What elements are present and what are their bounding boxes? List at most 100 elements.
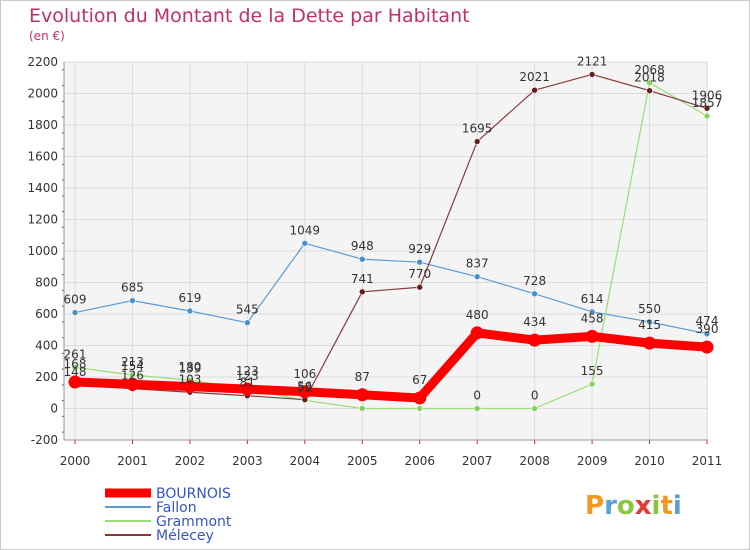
- legend-label-grammont: Grammont: [156, 514, 232, 530]
- data-point-grammont: [531, 405, 538, 412]
- logo-letter: o: [616, 491, 635, 521]
- data-label-fallon: 948: [351, 239, 374, 253]
- data-point-bournois: [68, 375, 82, 389]
- data-point-fallon: [473, 273, 481, 280]
- data-label-bournois: 67: [412, 373, 427, 387]
- data-label-fallon: 614: [581, 292, 604, 306]
- data-label-bournois: 168: [64, 357, 87, 371]
- data-label-mélecey: 103: [178, 372, 201, 386]
- data-point-fallon: [186, 307, 194, 315]
- chart-subtitle: (en €): [29, 29, 65, 43]
- data-point-grammont: [703, 112, 711, 120]
- y-tick-label: -200: [31, 433, 58, 447]
- data-point-grammont: [588, 380, 596, 388]
- logo-letter: r: [604, 491, 617, 521]
- data-label-grammont: 0: [531, 389, 539, 403]
- y-tick-label: 0: [50, 402, 58, 416]
- data-label-grammont: 2068: [634, 63, 665, 77]
- x-tick-label: 2004: [290, 454, 321, 468]
- x-tick-label: 2006: [404, 454, 435, 468]
- x-tick-label: 2003: [232, 454, 263, 468]
- logo-letter: i: [672, 491, 682, 521]
- data-label-mélecey: 2121: [577, 54, 608, 68]
- x-tick-label: 2007: [462, 454, 493, 468]
- data-point-fallon: [646, 318, 653, 326]
- data-label-mélecey: 741: [351, 272, 374, 286]
- data-label-fallon: 929: [408, 242, 431, 256]
- x-tick-label: 2002: [175, 454, 206, 468]
- data-point-grammont: [71, 364, 79, 371]
- legend-label-fallon: Fallon: [156, 500, 197, 516]
- x-tick-label: 2011: [692, 454, 723, 468]
- x-tick-label: 2000: [60, 454, 91, 468]
- data-point-fallon: [244, 319, 251, 326]
- y-tick-label: 200: [35, 370, 58, 384]
- data-label-fallon: 728: [523, 274, 546, 288]
- logo-letter: P: [585, 491, 605, 521]
- logo-letter: x: [634, 491, 652, 521]
- data-label-fallon: 474: [696, 314, 719, 328]
- data-point-fallon: [301, 239, 309, 247]
- data-point-grammont: [416, 405, 424, 412]
- data-point-mélecey: [646, 87, 653, 94]
- data-label-mélecey: 770: [408, 267, 431, 281]
- data-point-fallon: [358, 255, 366, 263]
- data-label-mélecey: 56: [297, 380, 312, 394]
- data-label-mélecey: 148: [64, 365, 87, 379]
- y-tick-label: 1400: [27, 181, 58, 195]
- data-label-bournois: 87: [355, 370, 370, 384]
- data-point-grammont: [358, 405, 366, 412]
- data-label-bournois: 390: [696, 322, 719, 336]
- data-label-grammont: 123: [236, 369, 259, 383]
- proxiti-logo: Proxiti: [585, 491, 682, 521]
- x-tick-label: 2008: [519, 454, 550, 468]
- data-point-bournois: [700, 340, 714, 354]
- data-point-fallon: [703, 330, 711, 338]
- data-point-mélecey: [416, 283, 424, 291]
- data-point-bournois: [240, 382, 254, 396]
- data-label-fallon: 550: [638, 302, 661, 316]
- data-label-mélecey: 126: [121, 369, 144, 383]
- data-point-fallon: [588, 308, 596, 316]
- data-label-grammont: 155: [581, 364, 604, 378]
- y-tick-label: 1600: [27, 150, 58, 164]
- x-tick-label: 2001: [117, 454, 148, 468]
- data-label-grammont: 213: [121, 355, 144, 369]
- data-point-mélecey: [473, 138, 481, 145]
- y-tick-label: 600: [35, 307, 58, 321]
- data-label-bournois: 123: [236, 364, 259, 378]
- data-label-mélecey: 81: [240, 376, 255, 390]
- data-label-fallon: 685: [121, 281, 144, 295]
- data-point-bournois: [585, 329, 599, 343]
- data-label-bournois: 415: [638, 318, 661, 332]
- logo-letter: t: [660, 491, 673, 521]
- data-point-mélecey: [588, 71, 596, 78]
- data-point-bournois: [470, 326, 484, 340]
- data-label-fallon: 837: [466, 257, 489, 271]
- data-point-bournois: [183, 380, 197, 394]
- y-tick-label: 2000: [27, 87, 58, 101]
- data-label-mélecey: 2018: [634, 71, 665, 85]
- data-label-mélecey: 2021: [519, 70, 550, 84]
- data-label-grammont: 261: [64, 347, 87, 361]
- data-point-mélecey: [703, 105, 711, 112]
- data-label-bournois: 458: [581, 311, 604, 325]
- data-label-bournois: 480: [466, 308, 489, 322]
- data-label-grammont: 52: [297, 380, 312, 394]
- data-label-grammont: 180: [178, 360, 201, 374]
- data-point-bournois: [125, 377, 139, 391]
- data-label-grammont: 0: [473, 389, 481, 403]
- data-label-bournois: 434: [523, 315, 546, 329]
- data-point-bournois: [643, 336, 657, 350]
- legend-label-bournois: BOURNOIS: [156, 486, 231, 502]
- data-point-grammont: [473, 405, 481, 412]
- data-point-mélecey: [358, 288, 366, 296]
- chart-title: Evolution du Montant de la Dette par Hab…: [29, 5, 470, 27]
- data-point-bournois: [413, 391, 427, 405]
- data-point-bournois: [298, 385, 312, 399]
- data-label-bournois: 154: [121, 359, 144, 373]
- x-tick-label: 2010: [634, 454, 665, 468]
- y-tick-label: 400: [35, 339, 58, 353]
- data-label-fallon: 545: [236, 303, 259, 317]
